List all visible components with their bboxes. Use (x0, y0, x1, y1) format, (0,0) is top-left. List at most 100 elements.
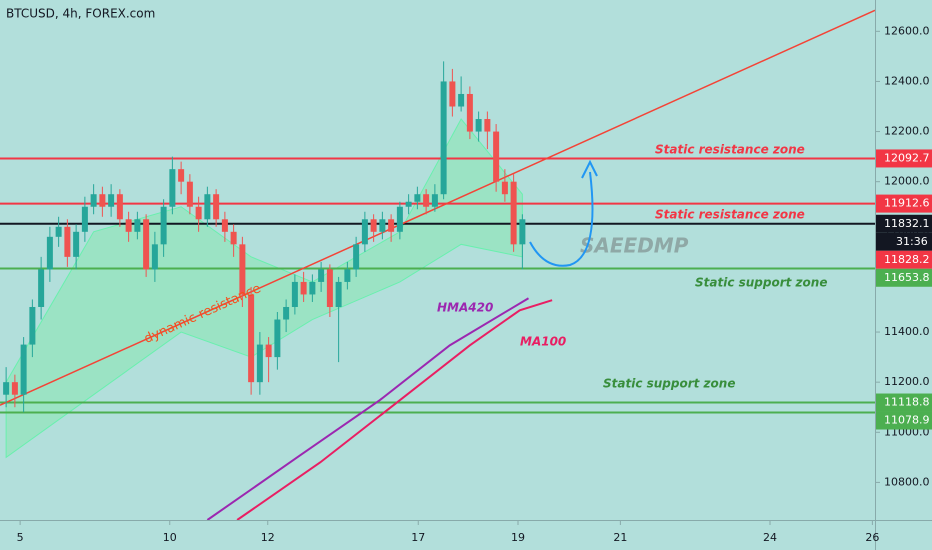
x-tick-label: 10 (163, 531, 177, 544)
candle-body (309, 281, 316, 295)
arrow-head (581, 159, 598, 179)
candle-body (353, 244, 360, 270)
plot-area (0, 9, 876, 521)
candle-body (344, 269, 351, 282)
x-tick-label: 5 (17, 531, 24, 544)
series-label: HMA420 (437, 301, 493, 315)
watermark: SAEEDMP (580, 234, 689, 258)
candle-body (335, 281, 342, 307)
y-tick-label: 12400.0 (884, 74, 930, 87)
x-tick-label: 26 (865, 531, 879, 544)
candle-body (20, 344, 27, 395)
price-label-box (876, 393, 932, 412)
y-tick-label: 11200.0 (884, 375, 930, 388)
candle-body (221, 219, 228, 232)
candle-body (414, 194, 421, 202)
candle-body (256, 344, 263, 383)
annotation: Static resistance zone (655, 208, 805, 222)
candle-body (379, 219, 386, 232)
x-tick-label: 19 (511, 531, 525, 544)
candle-body (361, 219, 368, 245)
candle-body (204, 194, 211, 220)
candle-body (370, 219, 377, 232)
candle-body (38, 269, 45, 307)
candle-body (440, 81, 447, 195)
y-tick-label: 12000.0 (884, 175, 930, 188)
candle-body (405, 201, 412, 207)
candle-body (99, 194, 106, 207)
candle-body (423, 194, 430, 207)
y-tick-label: 10800.0 (884, 475, 930, 488)
indicator-line (236, 299, 553, 521)
price-label: 11653.8 (884, 271, 930, 284)
candle-body (239, 244, 246, 295)
price-label-box (876, 149, 932, 168)
candle-body (81, 206, 88, 232)
price-label: 11832.1 (884, 217, 930, 230)
candle-body (90, 194, 97, 207)
candle-body (108, 194, 115, 207)
candle-body (151, 244, 158, 270)
candle-body (125, 219, 132, 232)
candle-body (326, 269, 333, 307)
candle-body (64, 226, 71, 257)
candle-body (300, 281, 307, 295)
candle-body (291, 281, 298, 307)
x-tick-label: 17 (411, 531, 425, 544)
annotation: Static resistance zone (655, 143, 805, 157)
candle-body (169, 169, 176, 207)
candle-body (160, 206, 167, 245)
price-label: 11118.8 (884, 396, 930, 409)
candle-body (46, 236, 53, 270)
candle-body (466, 93, 473, 132)
price-label-box (876, 214, 932, 233)
candle-body (213, 194, 220, 220)
price-label: 11078.9 (884, 414, 930, 427)
candle-body (55, 226, 62, 237)
price-label: 11912.6 (884, 197, 930, 210)
countdown-box (876, 232, 932, 251)
price-label: 12092.7 (884, 151, 930, 164)
candle-body (458, 93, 465, 107)
candle-body (116, 194, 123, 220)
candle-body (388, 219, 395, 232)
annotation: Static support zone (695, 276, 827, 290)
candle-body (230, 231, 237, 245)
candle-body (510, 181, 517, 245)
candle-body (318, 269, 325, 282)
price-label-box (876, 194, 932, 213)
candle-body (143, 219, 150, 270)
candle-body (396, 206, 403, 232)
annotation: Static support zone (603, 377, 735, 391)
candle-body (186, 181, 193, 207)
indicator-line (206, 297, 530, 521)
y-tick-label: 12600.0 (884, 24, 930, 37)
price-label-box (876, 268, 932, 287)
candle-body (283, 306, 290, 320)
candle-body (493, 131, 500, 182)
candle-body (3, 382, 10, 395)
candle-body (11, 382, 18, 395)
candle-body (29, 306, 36, 345)
candle-body (501, 181, 508, 195)
candle-body (449, 81, 456, 107)
chart-title: BTCUSD, 4h, FOREX.com (6, 7, 155, 21)
trendline (0, 9, 876, 406)
price-label: 11828.2 (884, 253, 930, 266)
candle-body (475, 119, 482, 132)
price-label-box (876, 250, 932, 269)
candle-body (519, 219, 526, 245)
candle-body (431, 194, 438, 207)
candle-body (265, 344, 272, 358)
candle-body (178, 169, 185, 182)
candle-body (248, 294, 255, 383)
countdown: 31:36 (896, 235, 928, 248)
series-label: MA100 (520, 335, 566, 349)
candle-body (73, 231, 80, 257)
price-label-box (876, 411, 932, 430)
candle-body (274, 319, 281, 358)
candle-body (195, 206, 202, 220)
x-tick-label: 21 (613, 531, 627, 544)
candle-body (134, 219, 141, 232)
